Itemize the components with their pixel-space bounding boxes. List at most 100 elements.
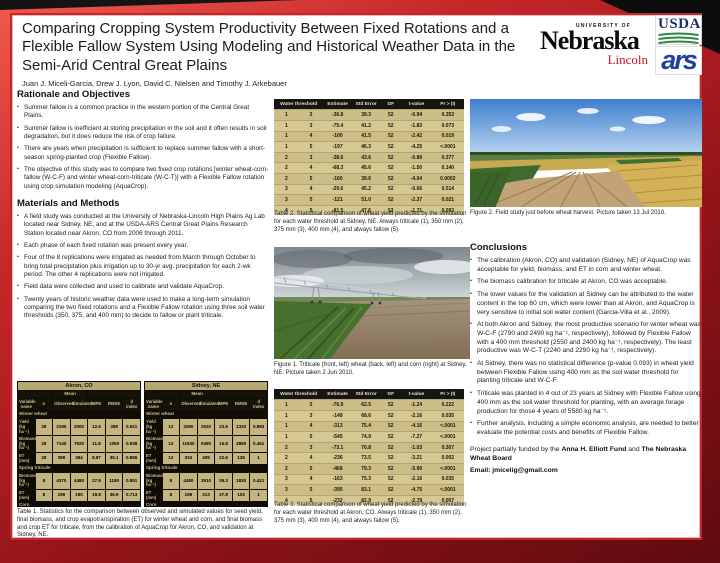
table-cell: 28 — [34, 452, 54, 466]
table-cell: -545 — [323, 431, 352, 443]
conclusion-bullet: At Sidney, there was no statistical diff… — [470, 360, 702, 386]
table-cell: -73.1 — [323, 441, 352, 453]
group-name: Spring triticale — [17, 464, 141, 474]
usda-logo: USDA — [655, 15, 702, 45]
column-header: Estimate — [323, 389, 352, 400]
table-cell: 1 — [274, 130, 299, 142]
column-header: n — [34, 397, 54, 412]
table-row: 3 5 -121 51.0 52 -2.37 0.021 — [274, 194, 464, 206]
column-header: Observed — [52, 397, 74, 412]
table-cell: 52 — [380, 399, 402, 411]
table1-site-tables: Akron, CO Mean Variable name n Observed Simul… — [17, 381, 269, 507]
table3-wheat-yield-akron: Water threshold Estimate Std Error DF t-valu… — [274, 389, 464, 506]
table-cell: -1.71 — [401, 204, 432, 216]
table-cell: -163 — [323, 473, 352, 485]
table-cell: 52 — [380, 441, 402, 453]
table-cell: -468 — [323, 462, 352, 475]
usda-ars-logos: USDA ars — [655, 15, 702, 75]
table-cell: 37.8 — [214, 488, 233, 503]
conclusion-bullet: The biomass calibration for triticale at… — [470, 278, 702, 287]
table-cell: 75.3 — [351, 473, 381, 485]
table-cell: 1320 — [231, 418, 251, 437]
table-cell: -100 — [323, 130, 352, 142]
column-header: Water threshold — [274, 99, 324, 110]
funding-conjunction: and — [626, 445, 642, 453]
table-cell: -4.16 — [401, 420, 432, 432]
table-cell: -76.9 — [323, 399, 352, 411]
variable-name: Biomass (kg ha⁻¹) — [17, 435, 36, 454]
table-cell: 52 — [380, 162, 402, 174]
table-row: 1 4 -100 41.5 52 -2.42 0.019 — [274, 130, 464, 142]
table-cell: 52 — [380, 410, 402, 422]
table-row: 4 5 -232 82.9 52 -2.79 0.007 — [274, 494, 464, 506]
table-cell: -2.16 — [401, 410, 432, 422]
group-name: Spring triticale — [144, 464, 268, 474]
table-cell: 68.6 — [351, 410, 381, 422]
variable-name: ET (mm) — [17, 488, 36, 503]
frame-corner-top-left — [0, 0, 300, 10]
table-cell: -0.66 — [401, 183, 432, 195]
methods-bullet: Field data were collected and used to ca… — [17, 283, 269, 291]
table-cell: -160 — [323, 172, 352, 185]
table-cell: 4 — [298, 183, 324, 195]
table-cell: 62.5 — [351, 399, 381, 411]
mean-label: Mean — [52, 390, 89, 399]
table-cell: 0.377 — [431, 151, 464, 163]
variable-name: ET (mm) — [17, 452, 36, 466]
table-cell: 15.8 — [214, 435, 233, 454]
table-cell: 7140 — [52, 435, 71, 454]
table-cell: 4370 — [52, 472, 71, 490]
table-cell: <.0001 — [431, 420, 464, 432]
table-row: Yield (kg ha⁻¹) 28 2190 2000 12.6 398 0.921 — [17, 418, 141, 437]
table-row: Biomass (kg ha⁻¹) 28 7140 7920 11.8 1050 0.938 — [17, 435, 141, 454]
table-cell: <.0001 — [431, 484, 464, 496]
table-cell: -7.27 — [401, 431, 432, 443]
figure2-photo — [470, 99, 702, 207]
table-cell: 198 — [179, 488, 198, 503]
nebraska-lincoln-logo: UNIVERSITY OF Nebraska Lincoln — [540, 23, 652, 68]
table-cell: 46.3 — [351, 141, 381, 153]
table-cell: 11630 — [179, 435, 198, 454]
email-address[interactable]: jmicelig@gmail.com — [492, 467, 558, 474]
table-cell: 35.1 — [104, 452, 124, 466]
table-cell: 73.5 — [351, 452, 381, 464]
table-cell: 4 — [274, 204, 299, 216]
table-cell: 190 — [69, 488, 89, 503]
table-cell: 27.9 — [87, 472, 106, 490]
table-cell: 1 — [274, 109, 299, 121]
figure1-photo — [274, 247, 470, 359]
table-row: 2 3 -38.6 43.6 52 -0.89 0.377 — [274, 151, 464, 163]
table-cell: 1150 — [104, 472, 124, 490]
table-cell: 8 — [161, 488, 181, 503]
table-cell: 0.896 — [122, 452, 141, 466]
table-cell: 3290 — [179, 418, 198, 437]
table-cell: 5 — [298, 194, 324, 206]
table-row: 1 4 -313 75.4 52 -4.16 <.0001 — [274, 420, 464, 432]
table-cell: 52 — [380, 494, 402, 506]
table-row: ET (mm) 8 198 213 37.8 102 1 — [144, 488, 268, 503]
table-cell: 5 — [298, 494, 324, 506]
table-cell: 12 — [161, 435, 181, 454]
table-cell: 36.9 — [104, 488, 124, 503]
group-name: Winter wheat — [17, 410, 141, 420]
table-cell: 2 — [274, 172, 299, 185]
conclusion-bullet: Further analysis, including a simple eco… — [470, 420, 702, 437]
table-cell: <.0001 — [431, 141, 464, 153]
table-cell: 9490 — [196, 435, 216, 454]
table-cell: -1.03 — [401, 441, 432, 453]
variable-name: ET (mm) — [144, 488, 163, 503]
header-row: Water threshold Estimate Std Error DF t-valu… — [274, 99, 464, 110]
table-cell: 4 — [298, 452, 324, 464]
nebraska-wordmark: Nebraska — [540, 26, 640, 55]
rationale-bullet-list: Summer fallow is a common practice in th… — [17, 104, 269, 191]
site-name: Akron, CO — [17, 381, 141, 392]
table-cell: -68.3 — [323, 162, 352, 174]
table2-caption: Table 2. Statistical comparison of wheat… — [274, 211, 467, 233]
table3-caption: Table 3. Statistical comparison of wheat… — [274, 502, 467, 524]
group-header-row: Spring triticale — [17, 464, 141, 474]
table-cell: -81.5 — [323, 204, 352, 216]
header-row: Water threshold Estimate Std Error DF t-valu… — [274, 389, 464, 400]
variable-name: Biomass (kg ha⁻¹) — [17, 472, 36, 490]
table-cell: 5 — [298, 141, 324, 153]
table-cell: -2.37 — [401, 194, 432, 206]
